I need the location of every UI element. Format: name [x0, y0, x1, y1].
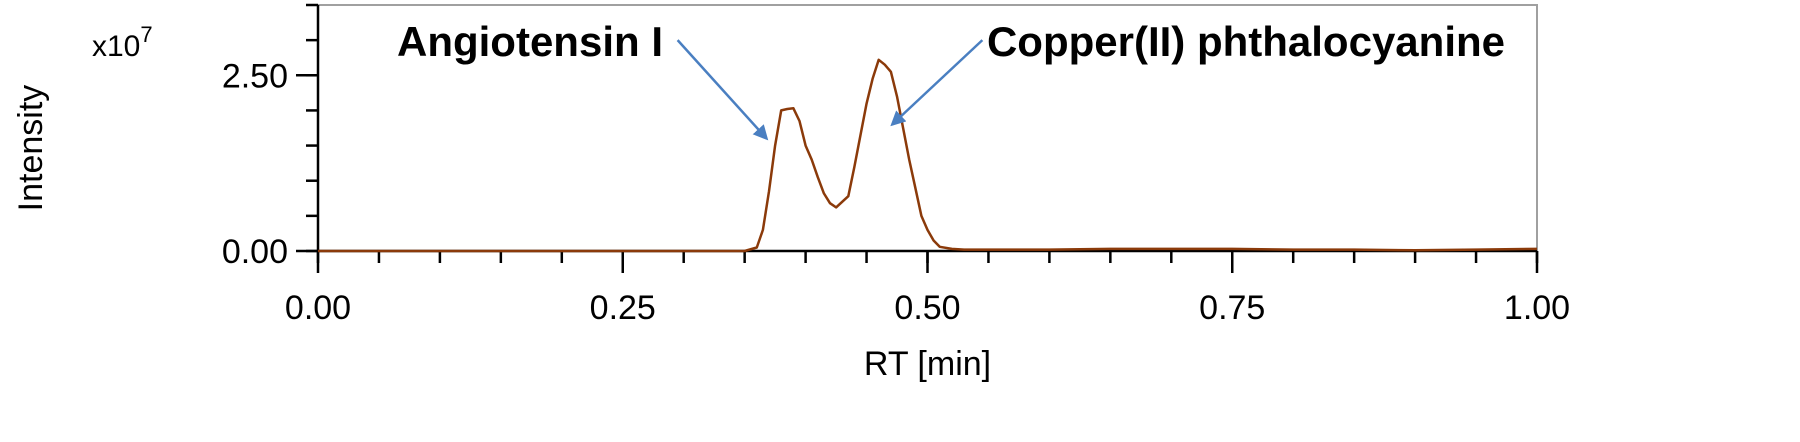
annotation-arrow — [676, 39, 769, 141]
y-major-ticks — [296, 74, 318, 253]
y-multiplier-base: x10 — [92, 30, 140, 63]
x-tick-label: 0.50 — [894, 289, 960, 327]
x-axis-title: RT [min] — [864, 345, 991, 383]
x-tick-labels: 0.00 0.25 0.50 0.75 1.00 — [285, 289, 1570, 327]
annotation-labels: Angiotensin I Copper(II) phthalocyanine — [397, 18, 1505, 65]
y-axis-title: Intensity — [12, 85, 50, 212]
annotation-label: Angiotensin I — [397, 18, 663, 65]
x-tick-label: 0.00 — [285, 289, 351, 327]
annotation-arrow — [890, 39, 984, 127]
y-tick-label: 2.50 — [222, 57, 288, 95]
y-tick-label: 0.00 — [222, 233, 288, 271]
x-tick-label: 1.00 — [1504, 289, 1570, 327]
y-multiplier-exponent: 7 — [140, 22, 152, 47]
y-minor-ticks — [306, 3, 318, 253]
y-tick-labels: 0.00 2.50 — [222, 57, 288, 271]
x-tick-label: 0.75 — [1199, 289, 1265, 327]
annotation-label: Copper(II) phthalocyanine — [987, 18, 1505, 65]
y-axis-multiplier: x107 — [92, 22, 153, 63]
x-major-ticks — [316, 251, 1539, 273]
x-tick-label: 0.25 — [590, 289, 656, 327]
intensity-trace-line — [318, 58, 1538, 253]
annotation-arrows — [676, 39, 984, 141]
